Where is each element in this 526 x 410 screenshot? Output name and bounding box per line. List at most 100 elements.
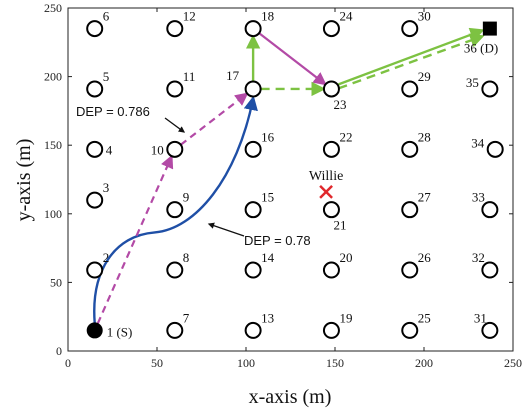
relay-node [244,20,262,38]
node-label: 19 [339,310,352,325]
relay-node [322,201,340,219]
relay-node [166,140,184,158]
y-axis-label: y-axis (m) [13,139,35,222]
node-label: 21 [333,218,346,233]
relay-node [481,261,499,279]
node-label: 20 [339,250,352,265]
x-tick-label: 50 [151,356,163,370]
green-dashed-path-23-36 [338,33,485,90]
node-label: 36 (D) [464,41,498,56]
y-tick-label: 200 [44,70,62,84]
relay-node [166,80,184,98]
node-label: 26 [418,250,432,265]
relay-node [244,321,262,339]
x-tick-label: 100 [237,356,255,370]
node-label: 3 [103,180,110,195]
relay-node [166,201,184,219]
relay-node [401,80,419,98]
node-label: 35 [466,75,479,90]
node-label: 22 [339,129,352,144]
node-label: 25 [418,310,431,325]
node-label: 12 [183,9,196,24]
relay-node [86,140,104,158]
relay-node [86,191,104,209]
node-label: 5 [103,69,110,84]
relay-node [322,140,340,158]
nodes: 1 (S)23456789101112131415161718192021222… [86,9,504,339]
x-axis-label: x-axis (m) [249,386,332,408]
node-label: 29 [418,69,431,84]
node-label: 27 [418,190,432,205]
x-tick-label: 250 [504,356,522,370]
node-label: 28 [418,129,431,144]
node-label: 24 [339,9,353,24]
node-label: 1 (S) [107,324,133,339]
relay-node [401,201,419,219]
node-label: 13 [261,310,274,325]
relay-node [86,261,104,279]
relay-node [401,261,419,279]
node-label: 30 [418,9,431,24]
node-label: 7 [183,310,190,325]
green-path-23-36 [338,27,485,86]
axis-ticks: 0 50 100 150 200 250 0 50 100 150 200 250 [44,1,522,370]
node-label: 15 [261,190,274,205]
node-label: 16 [261,129,275,144]
dep-annotation-blue-arrow [207,222,245,237]
node-label: 4 [106,142,113,157]
relay-node [166,321,184,339]
relay-node [322,20,340,38]
y-tick-label: 50 [50,275,62,289]
dep-annotation-blue: DEP = 0.78 [244,233,311,248]
node-label: 23 [333,97,346,112]
relay-node [244,140,262,158]
x-tick-label: 200 [415,356,433,370]
relay-node [481,201,499,219]
annotations: Willie DEP = 0.78 DEP = 0.786 [76,104,343,248]
relay-node [481,321,499,339]
willie-marker [319,184,333,199]
willie-label: Willie [309,169,343,184]
y-tick-label: 150 [44,138,62,152]
magenta-dashed-path-1-10 [96,154,174,325]
magenta-dashed-path-10-17 [180,92,249,146]
relay-node [166,261,184,279]
node-label: 9 [183,190,190,205]
node-label: 14 [261,250,275,265]
relay-node [244,80,262,98]
magenta-path-18-23 [258,32,327,86]
node-label: 8 [183,250,190,265]
node-label: 2 [103,250,110,265]
relay-node [244,261,262,279]
relay-node [486,140,504,158]
route-paths [93,27,485,325]
node-label: 10 [151,142,164,157]
x-tick-label: 150 [326,356,344,370]
relay-node [244,201,262,219]
y-tick-label: 250 [44,1,62,15]
relay-node [322,321,340,339]
source-node [86,322,103,339]
destination-node [482,21,497,36]
relay-node [401,140,419,158]
node-label: 34 [471,135,485,150]
x-tick-label: 0 [65,356,71,370]
dep-annotation-magenta: DEP = 0.786 [76,104,150,119]
node-label: 31 [474,310,487,325]
relay-node [322,261,340,279]
node-label: 11 [183,69,196,84]
y-tick-label: 0 [56,344,62,358]
node-label: 6 [103,9,110,24]
relay-node [86,20,104,38]
relay-node [401,321,419,339]
relay-node [166,20,184,38]
dep-annotation-magenta-arrow [164,117,186,133]
node-label: 32 [472,250,485,265]
node-label: 18 [261,9,274,24]
node-label: 33 [472,190,485,205]
relay-node [322,80,340,98]
node-label: 17 [226,68,240,83]
relay-node [86,80,104,98]
y-tick-label: 100 [44,207,62,221]
